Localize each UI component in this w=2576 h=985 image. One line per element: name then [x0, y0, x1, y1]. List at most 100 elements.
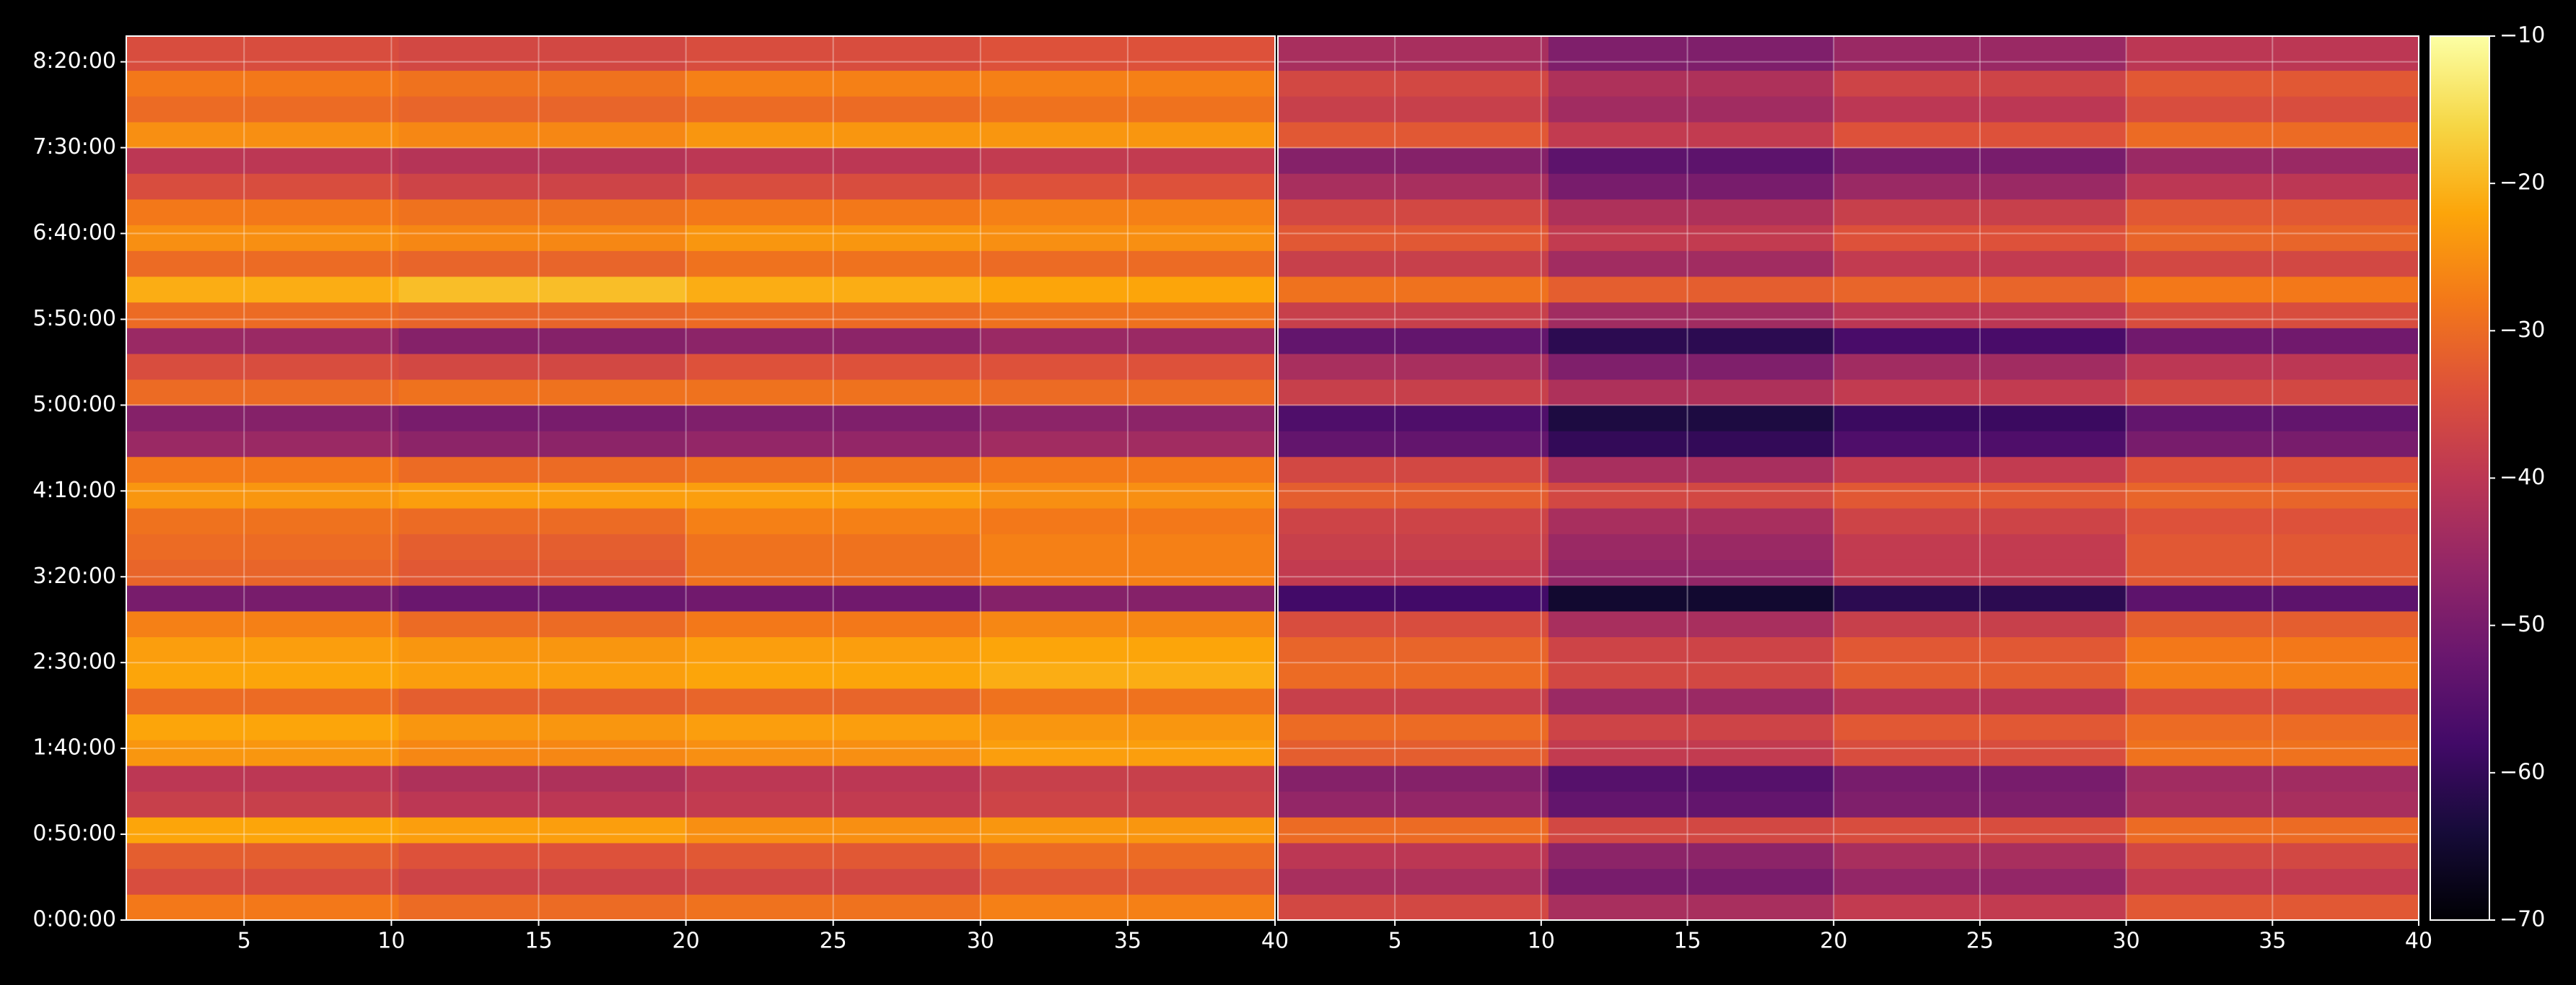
heatmap-cell: [685, 868, 981, 895]
x-tick-label: 30: [967, 929, 994, 954]
heatmap-cell: [398, 328, 687, 354]
heatmap-cell: [980, 96, 1276, 123]
heatmap-cell: [2126, 817, 2419, 844]
colorbar-tick-label: −40: [2500, 465, 2545, 490]
heatmap-cell: [1548, 688, 1834, 715]
heatmap-cell: [1278, 431, 1549, 458]
heatmap-cell: [980, 276, 1276, 303]
heatmap-cell: [398, 250, 687, 277]
heatmap-cell: [398, 354, 687, 380]
y-tick-label: 7:30:00: [32, 134, 116, 159]
heatmap-cell: [126, 817, 400, 844]
heatmap-cell: [1548, 173, 1834, 200]
heatmap-cell: [1278, 224, 1549, 251]
heatmap-cell: [1278, 276, 1549, 303]
heatmap-cell: [126, 354, 400, 380]
heatmap-cell: [1548, 482, 1834, 509]
heatmap-cell: [398, 224, 687, 251]
heatmap-cell: [126, 405, 400, 432]
heatmap-cell: [398, 740, 687, 766]
heatmap-cell: [1834, 842, 2127, 870]
heatmap-cell: [398, 765, 687, 792]
heatmap-cell: [980, 868, 1276, 895]
x-tick-label: 5: [237, 929, 251, 954]
y-tick-label: 2:30:00: [32, 649, 116, 675]
heatmap-cell: [126, 894, 400, 921]
heatmap-cell: [980, 198, 1276, 226]
heatmap-cell: [980, 817, 1276, 844]
heatmap-cell: [685, 96, 981, 123]
x-tick-label: 30: [2113, 929, 2140, 954]
heatmap-cell: [685, 70, 981, 97]
heatmap-cell: [2126, 585, 2419, 612]
heatmap-cell: [1548, 610, 1834, 638]
heatmap-cell: [1548, 868, 1834, 895]
x-tick-label: 20: [672, 929, 699, 954]
colorbar-tick-label: −50: [2500, 612, 2545, 637]
heatmap-cell: [1834, 533, 2127, 560]
heatmap-cell: [398, 894, 687, 921]
colorbar-tick-label: −70: [2500, 907, 2545, 932]
heatmap-cell: [685, 456, 981, 483]
heatmap-cell: [126, 250, 400, 277]
heatmap-cell: [685, 147, 981, 174]
heatmap-cell: [980, 508, 1276, 535]
heatmap-cell: [126, 224, 400, 251]
colorbar-tick-label: −60: [2500, 759, 2545, 784]
heatmap-cell: [398, 714, 687, 740]
heatmap-panel: [126, 36, 1276, 921]
heatmap-cell: [980, 328, 1276, 354]
heatmap-cell: [126, 714, 400, 740]
heatmap-cell: [1278, 791, 1549, 818]
heatmap-cell: [2126, 610, 2419, 638]
heatmap-cell: [1548, 740, 1834, 766]
heatmap-cell: [126, 198, 400, 226]
heatmap-cell: [685, 198, 981, 226]
heatmap-cell: [1278, 533, 1549, 560]
heatmap-cell: [398, 96, 687, 123]
heatmap-cell: [1278, 405, 1549, 432]
heatmap-cell: [1548, 250, 1834, 277]
heatmap-cell: [1548, 354, 1834, 380]
x-tick-label: 25: [1966, 929, 1994, 954]
heatmap-cell: [2126, 482, 2419, 509]
heatmap-cell: [1834, 456, 2127, 483]
heatmap-cell: [1548, 585, 1834, 612]
heatmap-cell: [685, 508, 981, 535]
heatmap-cell: [1834, 714, 2127, 740]
heatmap-cell: [126, 96, 400, 123]
heatmap-cell: [685, 482, 981, 509]
heatmap-cell: [685, 610, 981, 638]
heatmap-panel: [1278, 36, 2419, 921]
heatmap-cell: [398, 276, 687, 303]
heatmap-cell: [1834, 610, 2127, 638]
heatmap-cell: [398, 585, 687, 612]
heatmap-cell: [1834, 740, 2127, 766]
heatmap-cell: [126, 842, 400, 870]
heatmap-cell: [126, 456, 400, 483]
heatmap-cell: [1548, 636, 1834, 663]
heatmap-cell: [398, 817, 687, 844]
heatmap-cell: [126, 379, 400, 406]
heatmap-cell: [1834, 224, 2127, 251]
heatmap-cell: [1834, 276, 2127, 303]
heatmap-cell: [1834, 379, 2127, 406]
heatmap-cell: [1548, 508, 1834, 535]
heatmap-cell: [1834, 662, 2127, 689]
y-tick-label: 5:50:00: [32, 306, 116, 331]
heatmap-cell: [685, 688, 981, 715]
heatmap-cell: [1834, 405, 2127, 432]
heatmap-cell: [2126, 121, 2419, 149]
heatmap-cell: [1548, 714, 1834, 740]
y-tick-label: 3:20:00: [32, 564, 116, 589]
heatmap-cell: [1548, 276, 1834, 303]
heatmap-cell: [398, 482, 687, 509]
heatmap-cell: [685, 405, 981, 432]
heatmap-cell: [1278, 714, 1549, 740]
heatmap-cell: [1834, 791, 2127, 818]
heatmap-cell: [126, 147, 400, 174]
heatmap-cell: [685, 559, 981, 586]
heatmap-cell: [1278, 302, 1549, 328]
x-tick-label: 10: [1528, 929, 1555, 954]
heatmap-cell: [2126, 533, 2419, 560]
